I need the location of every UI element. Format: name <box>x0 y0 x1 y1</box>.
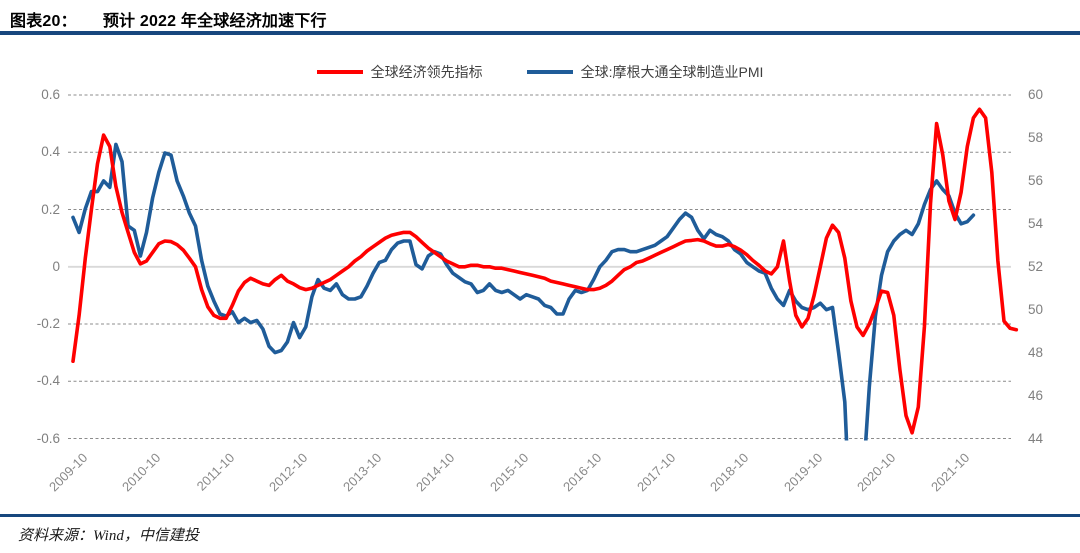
right-axis-tick-label: 52 <box>1028 259 1044 274</box>
left-axis-tick-label: -0.4 <box>36 373 60 388</box>
right-axis-tick-label: 46 <box>1028 388 1044 403</box>
left-axis-tick-label: -0.6 <box>36 431 60 446</box>
title-divider-rule <box>0 31 1080 35</box>
right-axis-tick-label: 58 <box>1028 130 1044 145</box>
left-axis-tick-label: 0 <box>52 259 60 274</box>
chart-legend: 全球经济领先指标 全球:摩根大通全球制造业PMI <box>0 60 1080 84</box>
footer-divider-rule <box>0 514 1080 517</box>
legend-item-leading-indicator: 全球经济领先指标 <box>316 62 483 82</box>
figure-header: 图表20： 预计 2022 年全球经济加速下行 <box>10 7 327 31</box>
left-axis-tick-label: 0.4 <box>41 144 60 159</box>
pmi-line <box>71 142 976 441</box>
legend-line-swatch-blue <box>526 70 573 74</box>
source-note: 资料来源：Wind，中信建投 <box>18 528 199 544</box>
right-axis-tick-label: 54 <box>1028 216 1044 231</box>
right-axis-tick-label: 44 <box>1028 431 1044 446</box>
left-axis-tick-label: -0.2 <box>36 316 60 331</box>
legend-label: 全球:摩根大通全球制造业PMI <box>580 64 764 80</box>
legend-line-swatch-red <box>316 70 363 74</box>
right-axis-tick-label: 48 <box>1028 345 1044 360</box>
figure-label: 图表20： <box>10 13 77 30</box>
legend-label: 全球经济领先指标 <box>370 64 483 80</box>
right-axis-tick-label: 60 <box>1028 87 1044 102</box>
legend-item-pmi: 全球:摩根大通全球制造业PMI <box>526 62 764 82</box>
leading-indicator-line <box>71 107 1019 435</box>
figure-title: 预计 2022 年全球经济加速下行 <box>102 13 327 30</box>
right-axis-tick-label: 50 <box>1028 302 1044 317</box>
left-axis-tick-label: 0.6 <box>41 87 60 102</box>
line-chart <box>68 94 1019 441</box>
right-axis-tick-label: 56 <box>1028 173 1044 188</box>
left-axis-tick-label: 0.2 <box>41 202 60 217</box>
